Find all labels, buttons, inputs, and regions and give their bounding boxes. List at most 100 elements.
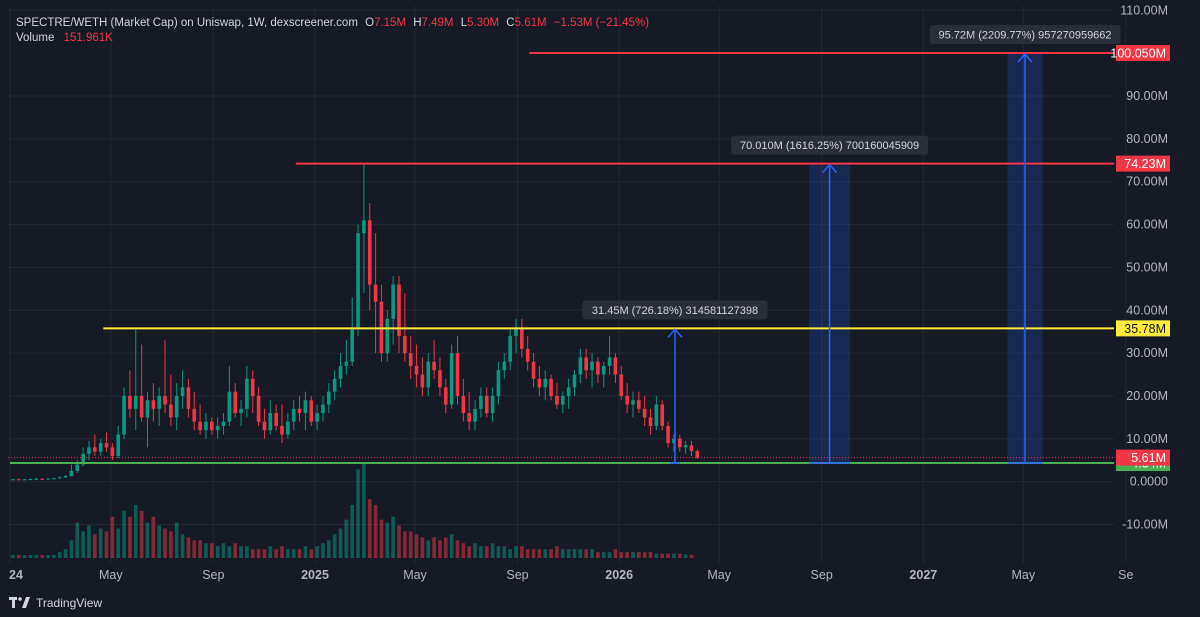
price-tag: 35.78M [1124,322,1166,336]
volume-bar [637,552,641,558]
candle-body [338,365,343,379]
volume-bar [104,531,109,558]
candle-body [139,395,144,418]
volume-bar [309,549,314,558]
volume-bar [601,552,606,558]
candle-body [397,284,401,336]
grid [8,6,1127,563]
y-tick-label: 70.00M [1126,175,1168,189]
candle-body [122,395,126,435]
volume-bar [496,546,501,558]
volume-bar [367,499,372,558]
candle-body [239,408,243,414]
legend-header: SPECTRE/WETH (Market Cap) on Uniswap, 1W… [16,17,653,29]
volume-bar [443,537,448,558]
volume-bar [326,540,331,558]
candle-body [256,395,261,422]
volume-bar [379,519,384,558]
time-axis[interactable]: 24 May Sep 2025 May Sep 2026 May Sep 2027 May Se [9,568,1133,582]
volume-bar [484,546,489,558]
candle-body [473,408,477,422]
candle-body [432,361,436,371]
x-tick-label: 24 [9,568,23,582]
volume-bar [256,549,261,558]
candle-body [666,425,670,444]
candle-body [584,357,589,371]
volume-bar [660,553,665,558]
candle-body [525,348,530,362]
volume-bar [81,531,85,558]
candle-body [601,365,606,375]
volume-bar [34,555,39,558]
candle-body [654,404,659,426]
candle-body [520,327,524,349]
candle-body [637,400,641,409]
volume-bar [572,549,577,558]
volume-bar [373,504,378,558]
volume-bar [98,528,103,558]
volume-bar [391,516,395,558]
volume-bar [473,543,477,558]
volume-bar [221,543,226,558]
candle-body [356,233,360,328]
candle-body [443,387,448,405]
volume-bar [648,552,653,558]
volume-bar [233,543,238,558]
tradingview-branding[interactable]: TradingView [9,596,102,610]
candle-body [98,443,103,452]
candle-body [461,395,466,414]
candle-body [128,395,132,409]
candle-body [549,378,553,396]
volume-bar [186,537,191,558]
volume-bar [350,504,355,558]
volume-bar [204,543,208,558]
candle-body [332,378,337,392]
volume-bar [560,549,565,558]
volume-bar [63,549,68,558]
candle-body [391,284,395,319]
candle-body [22,479,27,481]
candle-body [385,318,390,354]
candle-body [403,335,407,354]
close-label: C [506,17,515,29]
volume-bar [385,522,390,558]
volume-bar [75,522,80,558]
candle-body [198,421,202,431]
volume-bar [297,549,302,558]
candle-body [250,378,255,396]
volume-bar [666,553,670,558]
candle-body [543,378,548,388]
candle-body [695,451,700,458]
candle-body [291,408,296,422]
candle-body [186,387,191,409]
candle-body [268,413,273,431]
candle-body [303,400,308,414]
candle-body [286,421,290,435]
volume-bar [344,519,349,558]
volume-bar [57,552,62,558]
y-tick-label: 50.00M [1126,260,1168,274]
candle-body [344,361,349,366]
candle-body [590,361,594,371]
candle-body [619,374,624,396]
volume-bar [46,555,50,558]
volume-bar [514,546,518,558]
candle-body [648,417,653,426]
volume-bar [619,552,624,558]
candle-body [426,361,431,388]
projection-label-box [929,25,1121,44]
volume-bar [414,534,419,558]
candle-body [57,477,62,479]
volume-bar [631,552,635,558]
low-value: 5.30M [467,17,500,29]
candle-body [414,365,419,375]
candle-body [69,470,74,477]
volume-bar [291,549,296,558]
volume-bar [508,549,512,558]
volume-bar [543,549,548,558]
candle-body [204,421,208,431]
volume-bar [596,552,600,558]
price-axis[interactable]: 110.00M 90.00M 80.00M 70.00M 60.00M 50.00M 40.… [1120,3,1168,531]
projection-label-box [582,300,768,320]
